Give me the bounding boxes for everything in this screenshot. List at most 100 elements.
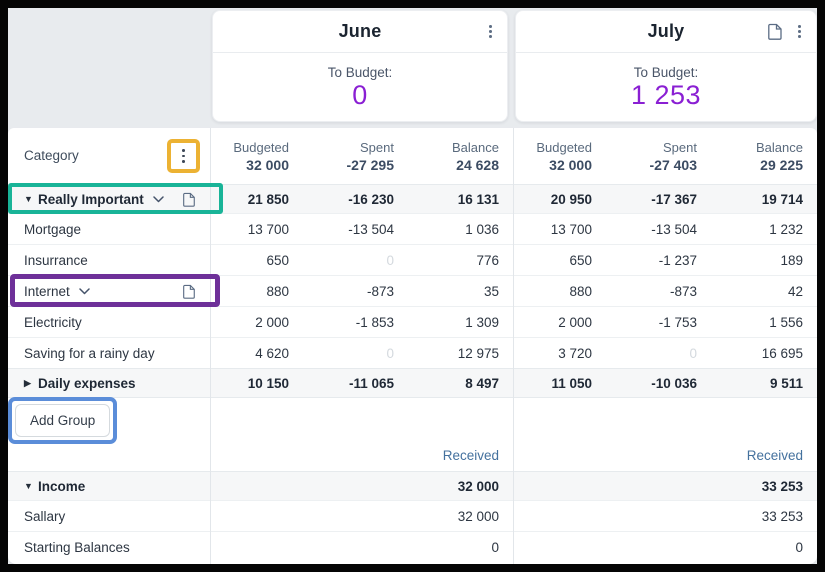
chevron-down-icon[interactable] (79, 287, 90, 295)
income-group-row: ▼ Income 32 000 33 253 (8, 471, 817, 500)
received-cell-june: 32 000 (457, 478, 499, 494)
category-label: Internet (24, 283, 70, 299)
document-icon[interactable] (768, 23, 783, 40)
spent-cell-july: -1 753 (658, 314, 697, 330)
annotation-box-orange (167, 139, 200, 173)
spent-cell-july: -10 036 (651, 375, 697, 391)
category-column-separator (210, 128, 211, 564)
spent-cell-july: -17 367 (651, 191, 697, 207)
category-cell: Sallary (8, 509, 210, 524)
to-budget-value: 0 (352, 80, 368, 110)
received-column-header-july: Received (746, 448, 803, 463)
balance-cell-june: 8 497 (465, 375, 499, 391)
budgeted-cell-july: 20 950 (550, 191, 592, 207)
budgeted-cell-july: 3 720 (558, 345, 592, 361)
budget-table: Category Budgeted 32 000 Spent -27 295 B… (8, 128, 817, 564)
category-label: Income (38, 478, 86, 494)
income-row: Sallary 32 000 33 253 (8, 500, 817, 531)
category-column-header: Category (24, 148, 79, 164)
budgeted-cell-june: 13 700 (247, 221, 289, 237)
budgeted-cell-june: 10 150 (247, 375, 289, 391)
received-cell-july: 0 (795, 539, 803, 555)
table-header-row: Category Budgeted 32 000 Spent -27 295 B… (8, 128, 817, 184)
category-cell: ▼ Really Important (8, 192, 210, 207)
category-label: Saving for a rainy day (24, 345, 155, 361)
category-label: Electricity (24, 314, 82, 330)
category-label: Insurrance (24, 252, 88, 268)
budgeted-cell-july: 880 (569, 283, 592, 299)
column-header-balance-july: Balance 29 225 (756, 139, 803, 173)
balance-cell-july: 9 511 (769, 375, 803, 391)
spent-cell-june: 0 (386, 252, 394, 268)
category-row: Saving for a rainy day 4 620 0 12 975 3 720 0… (8, 337, 817, 368)
budgeted-cell-july: 13 700 (550, 221, 592, 237)
to-budget-label: To Budget: (327, 65, 393, 80)
spent-cell-july: 0 (689, 345, 697, 361)
category-cell: Electricity (8, 315, 210, 330)
category-cell: Starting Balances (8, 540, 210, 555)
received-header-row: Received Received (8, 443, 817, 471)
to-budget-block: To Budget: 1 253 (516, 53, 816, 121)
month-card-july-title-bar: July (516, 11, 816, 53)
received-cell-july: 33 253 (761, 478, 803, 494)
document-icon[interactable] (183, 284, 196, 299)
document-icon[interactable] (183, 192, 196, 207)
category-row: Internet 880 -873 35 880 -873 42 (8, 275, 817, 306)
budgeted-cell-july: 650 (569, 252, 592, 268)
column-header-balance-june: Balance 24 628 (452, 139, 499, 173)
budgeted-cell-june: 4 620 (255, 345, 289, 361)
month-card-june: June To Budget: 0 (212, 10, 508, 122)
month-column-separator (513, 128, 514, 564)
column-header-spent-june: Spent -27 295 (346, 139, 394, 173)
collapse-triangle-icon[interactable]: ▼ (24, 481, 33, 491)
column-header-budgeted-june: Budgeted 32 000 (233, 139, 289, 173)
budgeted-cell-june: 21 850 (247, 191, 289, 207)
balance-cell-july: 1 556 (769, 314, 803, 330)
balance-cell-june: 12 975 (457, 345, 499, 361)
add-group-button[interactable]: Add Group (15, 404, 111, 437)
category-rows: ▼ Really Important 21 850 -16 230 16 131 20 9… (8, 184, 817, 397)
column-header-spent-july: Spent -27 403 (649, 139, 697, 173)
category-cell: Saving for a rainy day (8, 346, 210, 361)
category-row: Insurrance 650 0 776 650 -1 237 189 (8, 244, 817, 275)
month-name: July (647, 21, 685, 41)
collapse-triangle-icon[interactable]: ▼ (24, 194, 33, 204)
spent-cell-july: -1 237 (658, 252, 697, 268)
category-cell: Mortgage (8, 222, 210, 237)
spent-cell-june: -1 853 (355, 314, 394, 330)
received-column-header-june: Received (442, 448, 499, 463)
budgeted-cell-june: 2 000 (255, 314, 289, 330)
month-name: June (338, 21, 382, 41)
kebab-menu-icon[interactable] (797, 24, 802, 39)
column-header-budgeted-july: Budgeted 32 000 (536, 139, 592, 173)
category-row: Electricity 2 000 -1 853 1 309 2 000 -1 753 1 … (8, 306, 817, 337)
budgeted-cell-june: 880 (266, 283, 289, 299)
to-budget-label: To Budget: (633, 65, 699, 80)
balance-cell-june: 1 036 (465, 221, 499, 237)
balance-cell-july: 16 695 (761, 345, 803, 361)
table-options-kebab-icon[interactable] (181, 148, 186, 163)
category-cell: Internet (8, 284, 210, 299)
spent-cell-july: -13 504 (651, 221, 697, 237)
add-group-row: Add Group (8, 397, 817, 444)
spent-cell-june: -11 065 (348, 375, 394, 391)
expand-triangle-icon[interactable]: ▶ (24, 377, 31, 388)
spent-cell-june: -873 (366, 283, 394, 299)
received-cell-june: 32 000 (457, 508, 499, 524)
kebab-menu-icon[interactable] (488, 24, 493, 39)
balance-cell-july: 42 (787, 283, 803, 299)
category-cell: ▼ Income (8, 479, 210, 494)
income-rows: ▼ Income 32 000 33 253 Sallary 32 000 33 253 St… (8, 471, 817, 562)
balance-cell-june: 1 309 (465, 314, 499, 330)
category-label: Starting Balances (24, 539, 130, 555)
balance-cell-july: 1 232 (769, 221, 803, 237)
budgeted-cell-july: 2 000 (558, 314, 592, 330)
balance-cell-july: 19 714 (761, 191, 803, 207)
spent-cell-june: -16 230 (348, 191, 394, 207)
budgeted-cell-july: 11 050 (551, 375, 592, 391)
balance-cell-june: 776 (476, 252, 499, 268)
month-card-july: July To Budget: 1 253 (515, 10, 817, 122)
chevron-down-icon[interactable] (153, 195, 164, 203)
received-cell-july: 33 253 (761, 508, 803, 524)
